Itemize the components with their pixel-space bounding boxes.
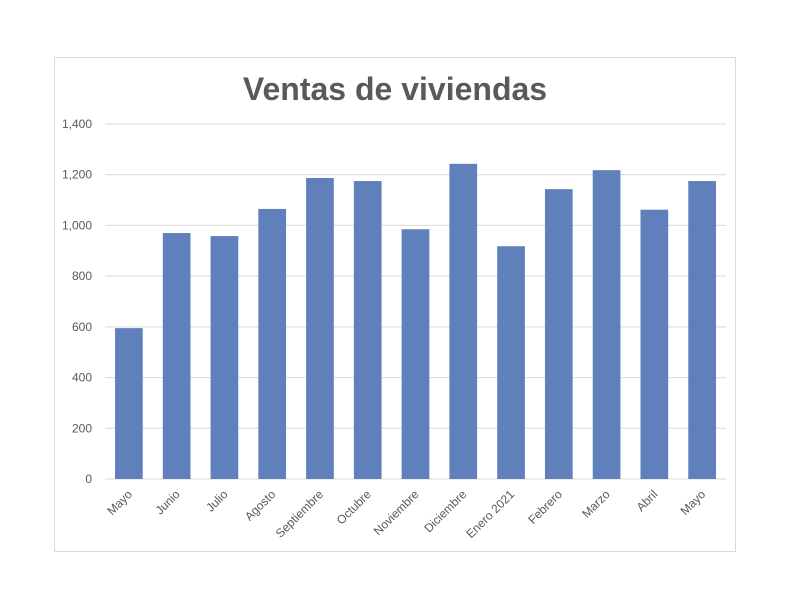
bar	[592, 170, 621, 479]
x-tick-label: Febrero	[525, 487, 565, 527]
x-tick-label: Junio	[153, 487, 183, 517]
x-tick-label: Enero 2021	[463, 487, 517, 541]
chart-title: Ventas de viviendas	[243, 71, 547, 107]
bar	[306, 178, 334, 479]
bar	[497, 246, 525, 479]
x-tick-label: Mayo	[678, 487, 709, 518]
bars	[115, 163, 716, 480]
x-tick-label: Septiembre	[273, 487, 327, 541]
x-tick-label: Noviembre	[371, 487, 422, 538]
y-tick-label: 1,000	[62, 218, 92, 232]
bar	[449, 163, 478, 479]
x-tick-label: Marzo	[579, 487, 613, 521]
bar	[544, 189, 573, 480]
bar	[688, 181, 716, 479]
bar	[353, 181, 382, 479]
bar	[210, 236, 239, 479]
y-tick-label: 800	[72, 269, 92, 283]
x-tick-label: Julio	[203, 487, 231, 515]
y-tick-label: 400	[72, 371, 92, 385]
bar	[640, 209, 669, 479]
bar	[258, 208, 287, 480]
bar	[115, 328, 143, 479]
y-tick-label: 600	[72, 320, 92, 334]
y-tick-label: 0	[85, 472, 92, 486]
x-tick-label: Agosto	[242, 487, 279, 524]
x-tick-label: Diciembre	[421, 487, 469, 535]
y-tick-label: 1,400	[62, 117, 92, 131]
y-tick-label: 1,200	[62, 168, 92, 182]
x-tick-label: Mayo	[104, 487, 135, 518]
bar	[401, 229, 430, 479]
bar	[162, 233, 191, 479]
y-tick-label: 200	[72, 421, 92, 435]
x-tick-label: Abril	[634, 487, 661, 514]
y-axis-ticks: 0 200 400 600 800 1,000 1,200 1,400	[62, 117, 92, 486]
x-tick-label: Octubre	[334, 487, 374, 527]
